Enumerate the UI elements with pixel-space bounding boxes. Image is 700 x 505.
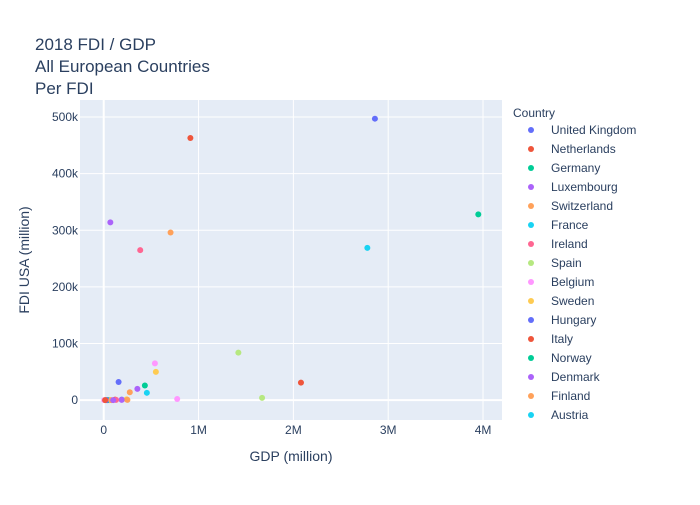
chart-title: 2018 FDI / GDP All European Countries Pe… (35, 35, 210, 98)
legend: Country United Kingdom Netherlands Germany… (513, 106, 636, 422)
legend-marker (528, 279, 534, 285)
data-point (118, 396, 125, 403)
y-tick-label: 200k (52, 280, 79, 294)
legend-item-label: France (551, 218, 589, 232)
chart-title-line: 2018 FDI / GDP (35, 35, 156, 54)
legend-item-label: Germany (551, 161, 600, 175)
data-points (101, 115, 482, 404)
legend-item-label: Luxembourg (551, 180, 618, 194)
plot-area (80, 100, 502, 420)
data-point (107, 219, 114, 226)
data-point (151, 360, 158, 367)
chart-title-line: All European Countries (35, 57, 210, 76)
legend-item-label: Spain (551, 256, 582, 270)
legend-marker (528, 298, 534, 304)
legend-title: Country (513, 106, 555, 120)
y-tick-label: 300k (52, 223, 79, 237)
legend-marker (528, 336, 534, 342)
data-point (371, 115, 378, 122)
legend-marker (528, 203, 534, 209)
legend-marker (528, 146, 534, 152)
legend-item-label: Switzerland (551, 199, 613, 213)
x-tick-label: 3M (380, 423, 397, 437)
legend-item-label: Hungary (551, 313, 596, 327)
x-tick-label: 1M (190, 423, 207, 437)
tick-labels: 0 1M 2M 3M 4M 0 100k 200k 300k 400k 500k (52, 110, 491, 437)
legend-marker (528, 241, 534, 247)
legend-item-label: Ireland (551, 237, 588, 251)
legend-item-label: Finland (551, 389, 590, 403)
data-point (167, 229, 174, 236)
data-point (134, 385, 141, 392)
legend-item-label: Sweden (551, 294, 594, 308)
legend-marker (528, 184, 534, 190)
data-point (235, 349, 242, 356)
data-point (364, 244, 371, 251)
data-point (174, 396, 181, 403)
y-tick-label: 100k (52, 337, 79, 351)
y-tick-label: 400k (52, 167, 79, 181)
chart-title-line: Per FDI (35, 79, 94, 98)
x-tick-label: 0 (100, 423, 107, 437)
legend-item-label: Belgium (551, 275, 594, 289)
data-point (152, 368, 159, 375)
legend-marker (528, 412, 534, 418)
y-axis-label: FDI USA (million) (16, 206, 32, 313)
data-point (259, 394, 266, 401)
legend-item-label: Denmark (551, 370, 601, 384)
x-tick-label: 4M (475, 423, 492, 437)
legend-item-label: United Kingdom (551, 123, 636, 137)
legend-marker (528, 260, 534, 266)
data-point (115, 379, 122, 386)
legend-item-label: Austria (551, 408, 589, 422)
legend-item-label: Norway (551, 351, 592, 365)
legend-item-label: Italy (551, 332, 573, 346)
data-point (141, 382, 148, 389)
legend-items: United Kingdom Netherlands Germany Luxembou… (528, 123, 636, 422)
data-point (124, 396, 131, 403)
legend-marker (528, 393, 534, 399)
data-point (126, 389, 133, 396)
grid-lines (80, 100, 502, 420)
x-tick-label: 2M (285, 423, 302, 437)
legend-item-label: Netherlands (551, 142, 616, 156)
x-axis-label: GDP (million) (250, 448, 333, 464)
legend-marker (528, 374, 534, 380)
data-point (187, 134, 194, 141)
data-point (137, 247, 144, 254)
data-point (110, 397, 117, 404)
data-point (143, 389, 150, 396)
legend-marker (528, 165, 534, 171)
data-point (297, 379, 304, 386)
legend-marker (528, 355, 534, 361)
data-point (475, 211, 482, 218)
legend-marker (528, 317, 534, 323)
data-point (102, 397, 109, 404)
legend-marker (528, 222, 534, 228)
y-tick-label: 0 (71, 393, 78, 407)
y-tick-label: 500k (52, 110, 79, 124)
legend-marker (528, 127, 534, 133)
